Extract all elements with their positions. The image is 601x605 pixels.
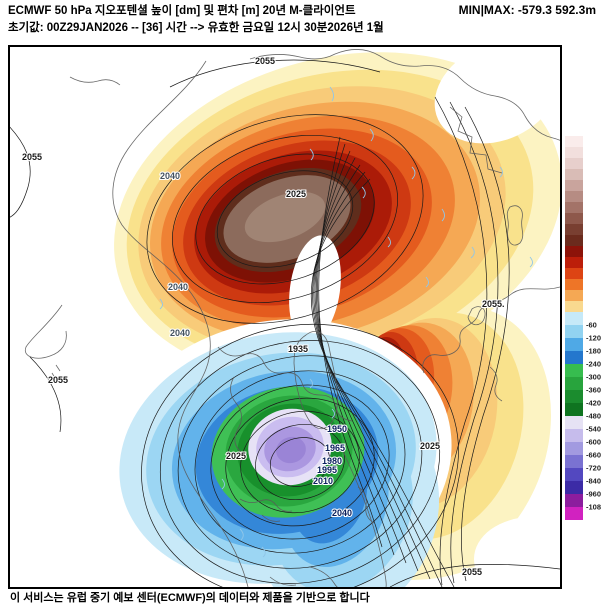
- contour-height-label: 2025: [286, 189, 306, 199]
- colorbar-tick-label: -960: [586, 489, 601, 499]
- attribution-text: 이 서비스는 유럽 중기 예보 센터(ECMWF)의 데이터와 제품을 기반으로…: [10, 592, 370, 604]
- contour-height-label: 2040: [160, 171, 180, 181]
- contour-height-label: 2040: [168, 282, 188, 292]
- colorbar-tick-label: -240: [586, 359, 601, 369]
- colorbar-segment: [565, 364, 583, 377]
- colorbar-segment: [565, 279, 583, 290]
- colorbar-segment: [565, 494, 583, 507]
- colorbar-tick-label: -720: [586, 463, 601, 473]
- colorbar-tick-label: -540: [586, 424, 601, 434]
- colorbar-segment: [565, 257, 583, 268]
- chart-init-time: 초기값: 00Z29JAN2026 -- [36] 시간 --> 유효한 금요일…: [8, 21, 384, 34]
- colorbar-segment: [565, 481, 583, 494]
- colorbar-tick-label: -60: [586, 320, 597, 330]
- colorbar-segment: [565, 136, 583, 147]
- contour-height-label: 2040: [332, 508, 352, 518]
- colorbar-segment: [565, 403, 583, 416]
- colorbar-segment: [565, 224, 583, 235]
- colorbar-tick-label: -360: [586, 385, 601, 395]
- colorbar-segment: [565, 312, 583, 325]
- coastlines: [24, 49, 560, 587]
- colorbar-segment: [565, 377, 583, 390]
- colorbar-tick-label: -660: [586, 450, 601, 460]
- colorbar-segment: [565, 429, 583, 442]
- colorbar-segment: [565, 158, 583, 169]
- colorbar-tick-label: -840: [586, 476, 601, 486]
- colorbar-tick-label: -480: [586, 411, 601, 421]
- contour-height-label: 2025: [226, 451, 246, 461]
- contour-lines: [10, 59, 560, 587]
- contour-height-label: 1950: [327, 424, 347, 434]
- contour-height-label: 2055: [255, 56, 275, 66]
- colorbar-tick-label: -420: [586, 398, 601, 408]
- colorbar-tick-label: -300: [586, 372, 601, 382]
- colorbar-tick-label: -120: [586, 333, 601, 343]
- chart-title: ECMWF 50 hPa 지오포텐셜 높이 [dm] 및 편차 [m] 20년 …: [8, 5, 356, 17]
- colorbar-segment: [565, 202, 583, 213]
- colorbar-segment: [565, 246, 583, 257]
- colorbar-segment: [565, 325, 583, 338]
- contour-height-label: 1995: [317, 465, 337, 475]
- map-frame: 2055 2055 2040 2025 2040 2040 2055 1935 2025 1950…: [8, 45, 562, 589]
- contour-height-label: 2055: [462, 567, 482, 577]
- colorbar-tick-label: -180: [586, 346, 601, 356]
- colorbar-segment: [565, 268, 583, 279]
- weather-map-canvas: 2055 2055 2040 2025 2040 2040 2055 1935 2025 1950…: [10, 47, 560, 587]
- contour-height-label: 2055.: [482, 299, 505, 309]
- colorbar-segment: [565, 147, 583, 158]
- contour-height-label: 1980: [322, 456, 342, 466]
- contour-height-label: 1965: [325, 443, 345, 453]
- colorbar-segment: [565, 338, 583, 351]
- colorbar-segment: [565, 507, 583, 520]
- contour-height-label: 2040: [170, 328, 190, 338]
- colorbar-segment: [565, 351, 583, 364]
- colorbar-segment: [565, 191, 583, 202]
- contour-height-label: 2055: [48, 375, 68, 385]
- header: ECMWF 50 hPa 지오포텐셜 높이 [dm] 및 편차 [m] 20년 …: [8, 3, 593, 36]
- river-marks: [159, 86, 533, 558]
- anomaly-colorbar: -60 -120 -180 -240 -300 -360 -420 -480 -540 -600 -…: [565, 136, 601, 520]
- contour-height-label: 2025: [420, 441, 440, 451]
- colorbar-segment: [565, 390, 583, 403]
- colorbar-segment: [565, 442, 583, 455]
- minmax-value: MIN|MAX: -579.3 592.3m: [458, 3, 596, 17]
- colorbar-tick-label: -600: [586, 437, 601, 447]
- colorbar-tick-label: -1080: [586, 502, 601, 512]
- colorbar-segment: [565, 180, 583, 191]
- colorbar-segment: [565, 235, 583, 246]
- colorbar-segment: [565, 169, 583, 180]
- colorbar-segment: [565, 290, 583, 301]
- contour-height-label: 1935: [288, 344, 308, 354]
- colorbar-segment: [565, 301, 583, 312]
- contour-height-label: 2055: [22, 152, 42, 162]
- contour-labels: 2055 2055 2040 2025 2040 2040 2055 1935 2025 1950…: [21, 55, 506, 578]
- colorbar-segment: [565, 455, 583, 468]
- colorbar-segment: [565, 468, 583, 481]
- colorbar-segment: [565, 416, 583, 429]
- contour-height-label: 2010: [313, 476, 333, 486]
- colorbar-segment: [565, 213, 583, 224]
- neutral-white-zones: [289, 47, 560, 587]
